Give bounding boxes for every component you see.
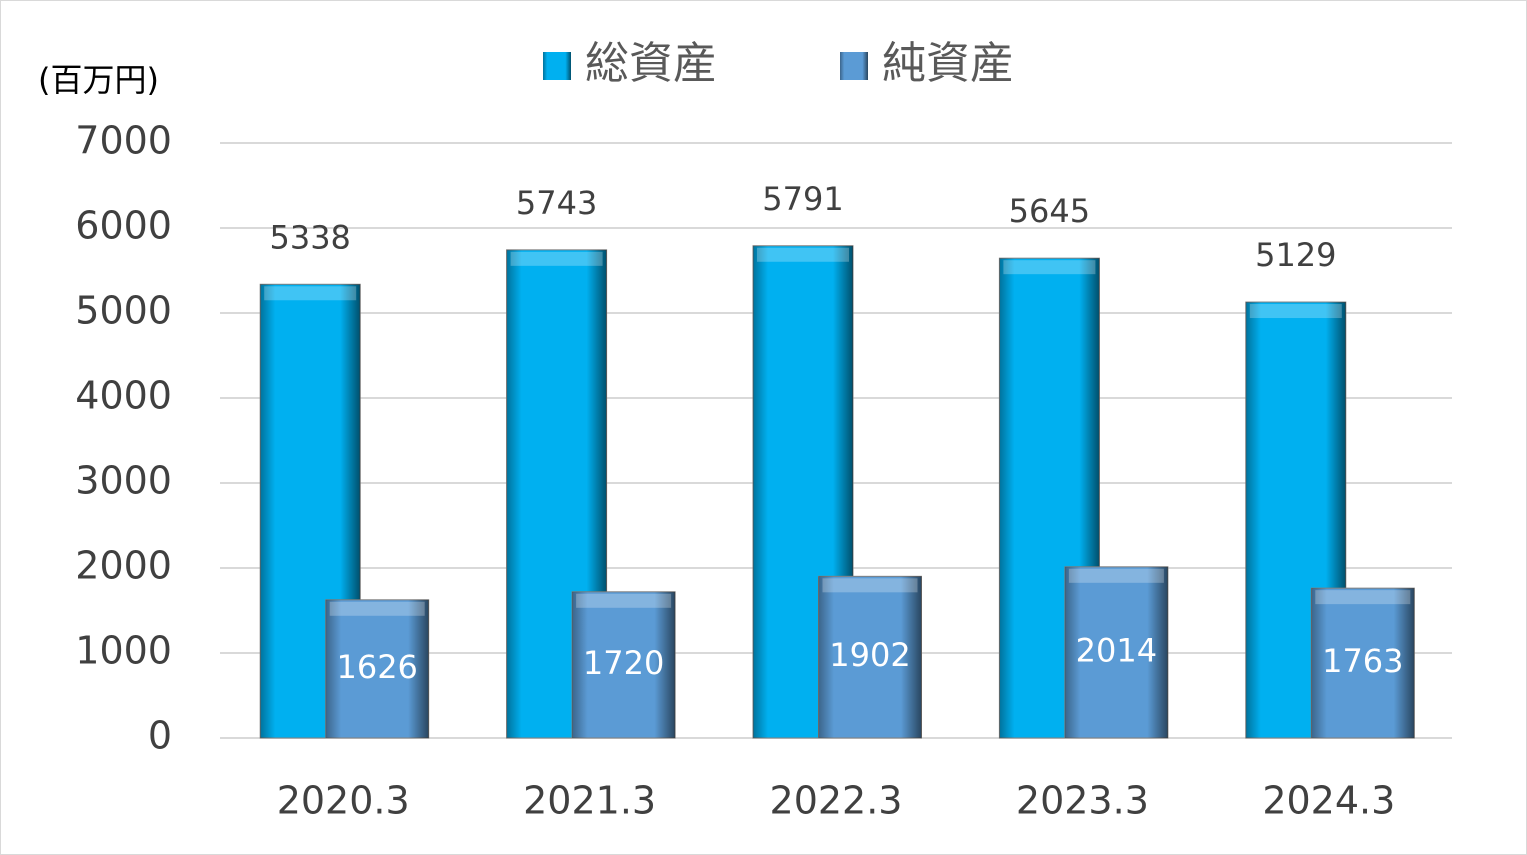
bar-bevel [576,593,672,608]
bar-bevel [1249,304,1342,319]
y-tick-label: 4000 [75,374,172,418]
bar-shade [1064,566,1168,738]
y-tick-label: 1000 [75,629,172,673]
x-tick-label: 2022.3 [770,779,903,823]
y-tick-label: 3000 [75,459,172,503]
bar-shade [818,576,922,738]
x-tick-label: 2021.3 [523,779,656,823]
bar-bevel [757,247,849,262]
bar-shade [325,599,429,738]
data-label: 5129 [1255,236,1336,274]
data-label: 5645 [1009,192,1090,230]
data-label: 1720 [583,644,664,682]
legend-swatch-shade [543,52,571,80]
data-label: 1902 [829,636,910,674]
legend-label: 総資産 [585,38,717,89]
data-label: 5338 [269,218,350,256]
bar-bevel [1315,590,1411,605]
legend-swatch-shade [840,52,868,80]
y-tick-label: 6000 [75,204,172,248]
bar-bevel [510,251,603,266]
unit-label: (百万円) [38,61,159,99]
data-label: 1626 [336,648,417,686]
y-tick-label: 0 [148,714,172,758]
bar-bevel [329,601,425,616]
data-label: 5791 [762,180,843,218]
x-tick-label: 2024.3 [1262,779,1395,823]
bar-bevel [264,286,357,301]
bar-shade [1311,588,1415,738]
data-label: 2014 [1076,631,1157,669]
bar-bevel [1003,260,1096,275]
y-tick-label: 2000 [75,544,172,588]
y-tick-label: 5000 [75,289,172,333]
legend-label: 純資産 [882,38,1014,89]
x-tick-label: 2023.3 [1016,779,1149,823]
x-tick-label: 2020.3 [277,779,410,823]
bar-shade [572,591,676,738]
data-label: 5743 [516,184,597,222]
y-tick-label: 7000 [75,119,172,163]
bar-bevel [1068,568,1164,583]
data-label: 1763 [1322,642,1403,680]
bar-bevel [822,578,918,593]
